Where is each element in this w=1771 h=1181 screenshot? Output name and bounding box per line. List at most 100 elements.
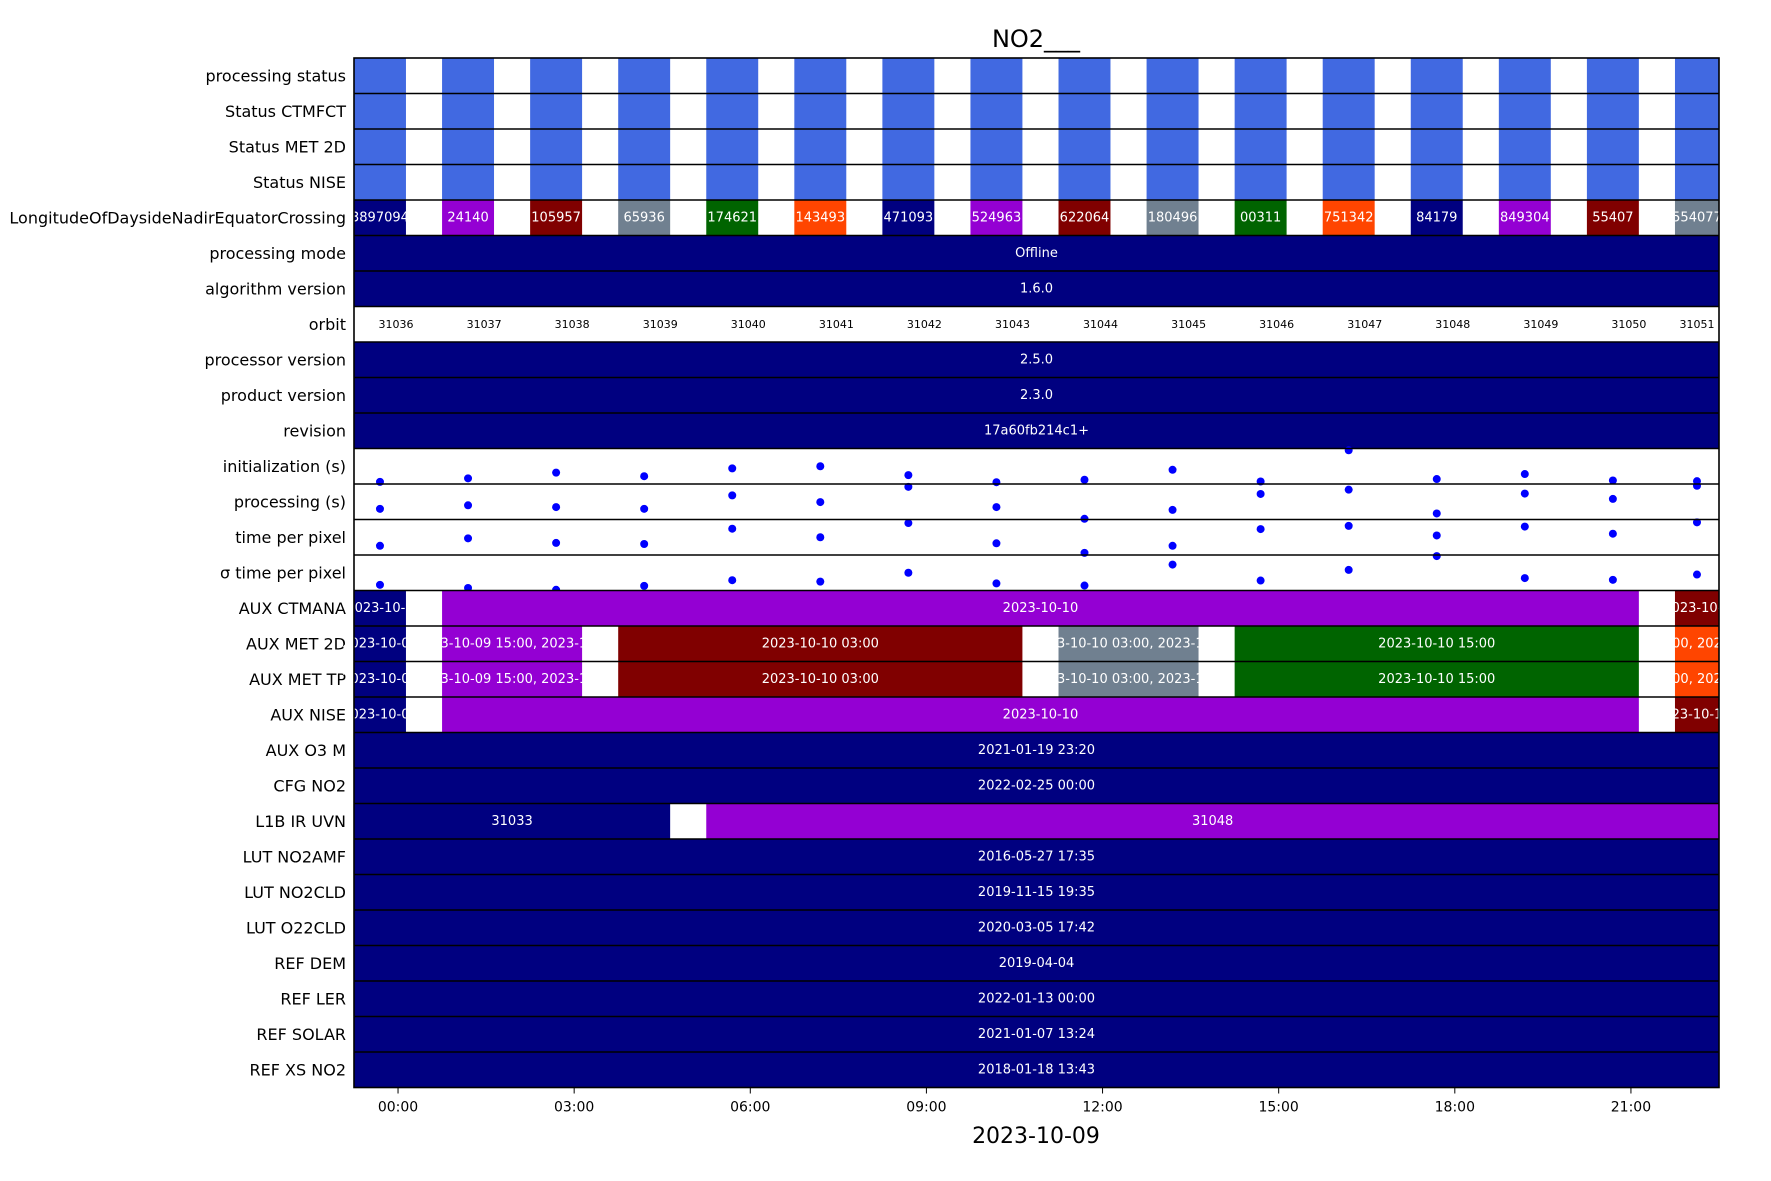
orbit-number: 31037	[467, 318, 502, 331]
status-block	[970, 93, 1023, 129]
longitude-block	[882, 200, 935, 236]
longitude-value: 3897094	[351, 210, 409, 225]
aux-segment	[354, 590, 406, 626]
scatter-point	[1520, 470, 1529, 479]
status-block	[1058, 129, 1111, 165]
longitude-value: 554077	[1672, 210, 1722, 225]
value-label: 2018-01-18 13:43	[978, 1062, 1095, 1077]
scatter-point	[816, 498, 825, 507]
longitude-value: 24140	[447, 210, 488, 225]
value-label: 2019-11-15 19:35	[978, 885, 1095, 900]
aux-label: 2023-10-09 15:00, 2023-10-1	[416, 672, 609, 687]
aux-label: 00, 202	[1672, 636, 1722, 651]
value-label: 17a60fb214c1+	[984, 423, 1089, 438]
value-label: 1.6.0	[1020, 281, 1053, 296]
longitude-value: 00311	[1240, 210, 1281, 225]
status-block	[1322, 58, 1375, 94]
scatter-point	[640, 581, 649, 590]
x-tick-label: 09:00	[906, 1100, 946, 1116]
scatter-point	[728, 491, 737, 500]
status-block	[618, 93, 671, 129]
status-block	[1234, 58, 1287, 94]
status-block	[1322, 129, 1375, 165]
aux-label: 23-10-1	[1672, 707, 1723, 722]
orbit-number: 31051	[1679, 318, 1714, 331]
row-label: Status NISE	[253, 173, 346, 192]
status-block	[530, 58, 583, 94]
value-bar	[354, 981, 1719, 1017]
aux-segment	[354, 661, 406, 697]
orbit-number: 31044	[1083, 318, 1118, 331]
scatter-point	[1344, 485, 1353, 494]
scatter-point	[1692, 570, 1701, 579]
status-block	[530, 164, 583, 200]
aux-label: 2023-10-10 15:00	[1378, 672, 1495, 687]
status-block	[794, 129, 847, 165]
status-block	[1234, 164, 1287, 200]
scatter-point	[992, 539, 1001, 548]
aux-label: 2023-10-0	[346, 601, 413, 616]
value-bar	[354, 732, 1719, 768]
status-block	[1586, 164, 1639, 200]
aux-label: 2023-10-10	[1003, 601, 1079, 616]
longitude-block	[1410, 200, 1463, 236]
row-label: REF XS NO2	[250, 1060, 346, 1079]
status-block	[794, 164, 847, 200]
aux-segment	[618, 626, 1023, 662]
row-label: AUX NISE	[270, 705, 346, 724]
x-tick-label: 03:00	[554, 1100, 594, 1116]
longitude-block	[1498, 200, 1551, 236]
status-block	[882, 93, 935, 129]
scatter-point	[1608, 476, 1617, 485]
longitude-block	[794, 200, 847, 236]
longitude-value: 524963	[972, 210, 1022, 225]
row-label: orbit	[309, 315, 346, 334]
status-block	[618, 129, 671, 165]
scatter-point	[992, 503, 1001, 512]
row-label: LUT NO2CLD	[244, 883, 346, 902]
scatter-point	[464, 501, 473, 510]
status-block	[1234, 93, 1287, 129]
scatter-point	[1520, 522, 1529, 531]
orbit-number: 31049	[1523, 318, 1558, 331]
value-bar	[354, 235, 1719, 271]
scatter-point	[1344, 565, 1353, 574]
row-label: processing mode	[209, 244, 346, 263]
orbit-number: 31041	[819, 318, 854, 331]
value-bar	[354, 342, 1719, 378]
aux-label: 2023-10-10 03:00	[762, 672, 879, 687]
x-tick-label: 18:00	[1435, 1100, 1475, 1116]
value-label: Offline	[1015, 246, 1058, 261]
scatter-point	[904, 519, 913, 528]
aux-segment	[1234, 626, 1639, 662]
status-block	[882, 58, 935, 94]
plot-area: processing status Status CTMFCT Status MET…	[9, 57, 1731, 1116]
x-axis-label: 2023-10-09	[972, 1124, 1100, 1149]
scatter-point	[1344, 446, 1353, 455]
status-block	[1234, 129, 1287, 165]
status-block	[1146, 129, 1199, 165]
longitude-value: 65936	[623, 210, 664, 225]
status-block	[618, 58, 671, 94]
scatter-point	[464, 474, 473, 483]
row-label: CFG NO2	[273, 776, 346, 795]
longitude-value: 84179	[1416, 210, 1457, 225]
value-bar	[354, 377, 1719, 413]
aux-label: 2023-10-09	[342, 672, 418, 687]
row-label: time per pixel	[235, 528, 346, 547]
scatter-point	[904, 568, 913, 577]
status-block	[442, 129, 495, 165]
status-block	[1586, 93, 1639, 129]
status-block	[970, 58, 1023, 94]
scatter-point	[640, 472, 649, 481]
aux-segment	[1234, 661, 1639, 697]
longitude-value: 180496	[1148, 210, 1198, 225]
row-label: σ time per pixel	[220, 563, 346, 582]
status-block	[1146, 164, 1199, 200]
row-label: product version	[221, 386, 346, 405]
scatter-point	[552, 538, 561, 547]
aux-segment	[442, 590, 1639, 626]
status-block	[1498, 58, 1551, 94]
scatter-point	[1256, 576, 1265, 585]
